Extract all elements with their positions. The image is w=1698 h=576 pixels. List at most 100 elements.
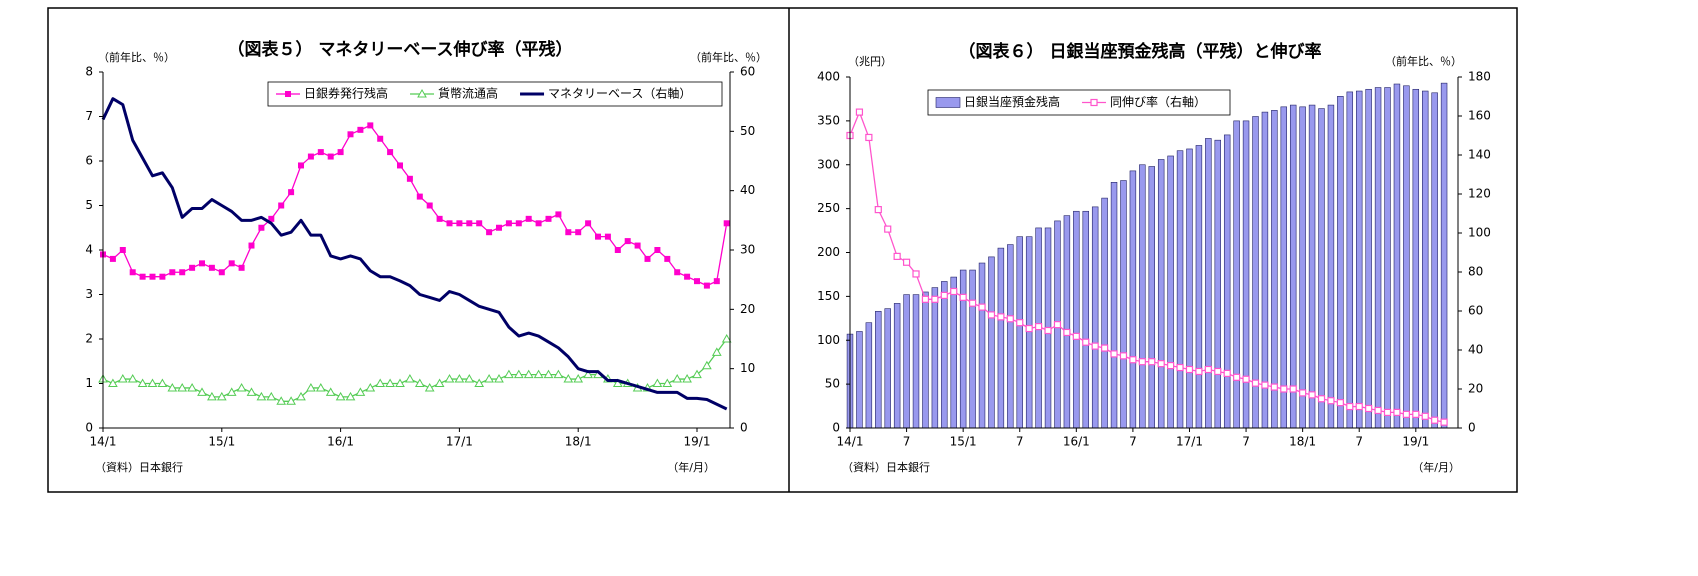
point: [1233, 373, 1241, 381]
point: [1119, 352, 1128, 360]
point: [694, 278, 700, 285]
point: [1110, 350, 1118, 358]
point: [258, 224, 265, 231]
bar: [1261, 111, 1269, 429]
bar: [1025, 236, 1033, 429]
point: [987, 311, 996, 319]
point: [505, 220, 512, 227]
point: [1440, 418, 1448, 426]
point: [365, 382, 376, 392]
point: [684, 273, 691, 280]
legend-swatch: [935, 97, 961, 108]
y-tick-label: 3: [85, 287, 93, 301]
point: [525, 215, 532, 222]
frame: [47, 7, 1518, 493]
bar: [893, 303, 901, 429]
bar: [1120, 180, 1127, 429]
x-tick-label: 7: [1355, 435, 1363, 449]
bar: [1440, 82, 1448, 429]
bar: [1214, 139, 1221, 429]
point: [236, 382, 247, 392]
x-tick-label: 16/1: [327, 435, 354, 449]
bar: [1412, 88, 1420, 429]
y2-tick-label: 20: [1468, 382, 1483, 396]
point: [1336, 399, 1344, 407]
bar: [959, 269, 967, 429]
point: [444, 374, 455, 383]
point: [1129, 356, 1137, 364]
legend-label: 日銀当座預金残高: [964, 94, 1060, 109]
point: [189, 264, 196, 271]
x-tick-label: 7: [1016, 435, 1024, 449]
y2-tick-label: 100: [1468, 226, 1491, 240]
point: [644, 255, 651, 262]
point: [1223, 369, 1231, 377]
x-tick-label: 18/1: [1289, 435, 1316, 449]
point: [1006, 315, 1014, 323]
point: [1185, 365, 1194, 374]
point: [157, 378, 168, 387]
point: [664, 255, 671, 262]
point: [535, 220, 542, 227]
chart-title: （図表６） 日銀当座預金残高（平残）と伸び率: [959, 41, 1322, 62]
point: [1053, 321, 1062, 329]
point: [456, 220, 463, 227]
bar: [1091, 206, 1099, 429]
point: [296, 391, 306, 401]
bar: [1346, 91, 1354, 429]
point: [464, 374, 475, 383]
point: [950, 287, 958, 296]
point: [1412, 410, 1420, 418]
y-tick-label: 200: [817, 245, 840, 259]
point: [147, 378, 158, 387]
y2-tick-label: 180: [1468, 70, 1491, 84]
point: [325, 387, 336, 396]
point: [197, 387, 207, 396]
point: [207, 391, 217, 401]
point: [1402, 410, 1410, 418]
point: [912, 270, 920, 278]
point: [466, 220, 473, 227]
point: [248, 242, 255, 249]
x-tick-label: 15/1: [950, 435, 977, 449]
point: [533, 369, 544, 379]
point: [1167, 362, 1175, 370]
point: [228, 260, 235, 267]
y2-tick-label: 40: [1468, 343, 1483, 357]
point: [713, 278, 720, 285]
point: [109, 255, 116, 262]
point: [395, 378, 405, 387]
point: [385, 378, 395, 387]
point: [1317, 395, 1326, 403]
bar: [1157, 159, 1165, 429]
bar: [978, 262, 986, 429]
point: [1016, 319, 1024, 327]
y-tick-label: 8: [85, 65, 93, 79]
point: [604, 233, 611, 240]
point: [484, 374, 494, 383]
y2-axis-label: （前年比、％）: [1385, 54, 1462, 68]
point: [149, 273, 156, 280]
point: [226, 387, 237, 396]
point: [1270, 383, 1278, 391]
point: [199, 260, 205, 267]
point: [711, 347, 722, 356]
point: [108, 378, 118, 387]
bar: [1365, 88, 1372, 429]
point: [434, 378, 445, 387]
bar: [865, 322, 873, 429]
bar: [1167, 155, 1174, 429]
point: [218, 269, 225, 276]
bar: [1063, 215, 1071, 429]
bar: [1384, 87, 1391, 429]
point: [246, 387, 257, 396]
point: [474, 378, 485, 387]
x-tick-label: 16/1: [1063, 435, 1090, 449]
bar: [941, 281, 948, 429]
bar: [1186, 148, 1193, 429]
point: [555, 211, 562, 218]
point: [1138, 358, 1146, 366]
y-tick-label: 2: [85, 332, 93, 346]
y-tick-label: 4: [85, 243, 93, 257]
point: [692, 369, 702, 379]
